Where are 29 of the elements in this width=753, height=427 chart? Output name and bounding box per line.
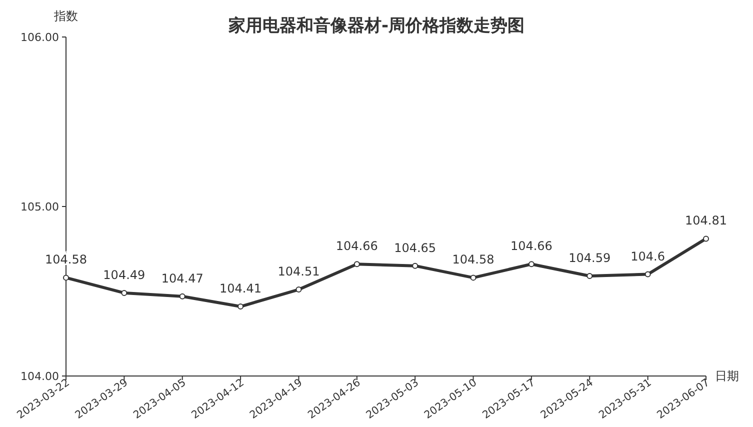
data-label: 104.58: [452, 252, 494, 267]
data-label: 104.66: [336, 239, 378, 254]
data-label: 104.47: [161, 271, 204, 286]
point: [412, 262, 418, 269]
point: [644, 271, 651, 278]
point: [63, 274, 69, 281]
data-label: 104.6: [630, 249, 665, 264]
data-label: 104.41: [220, 282, 262, 296]
point: [121, 290, 128, 296]
y-axis-title: 指数: [53, 9, 78, 23]
data-label: 104.66: [510, 239, 552, 254]
point: [238, 304, 244, 310]
data-label: 104.49: [103, 268, 146, 282]
point: [470, 274, 476, 281]
chart-title: 家用电器和音像器材-周价格指数走势图: [227, 16, 525, 36]
point: [528, 261, 534, 268]
point: [296, 286, 302, 293]
data-label: 104.51: [278, 264, 320, 279]
y-tick-label: 106.00: [20, 31, 59, 44]
y-tick-label: 105.00: [20, 200, 59, 214]
point: [586, 272, 593, 279]
point: [354, 261, 360, 268]
point: [703, 236, 709, 242]
data-label: 104.81: [685, 214, 727, 228]
y-tick-label: 104.00: [20, 370, 59, 383]
data-label: 104.65: [394, 240, 436, 255]
point: [179, 293, 186, 300]
data-label: 104.59: [568, 250, 611, 265]
x-axis-title: 日期: [715, 369, 739, 383]
